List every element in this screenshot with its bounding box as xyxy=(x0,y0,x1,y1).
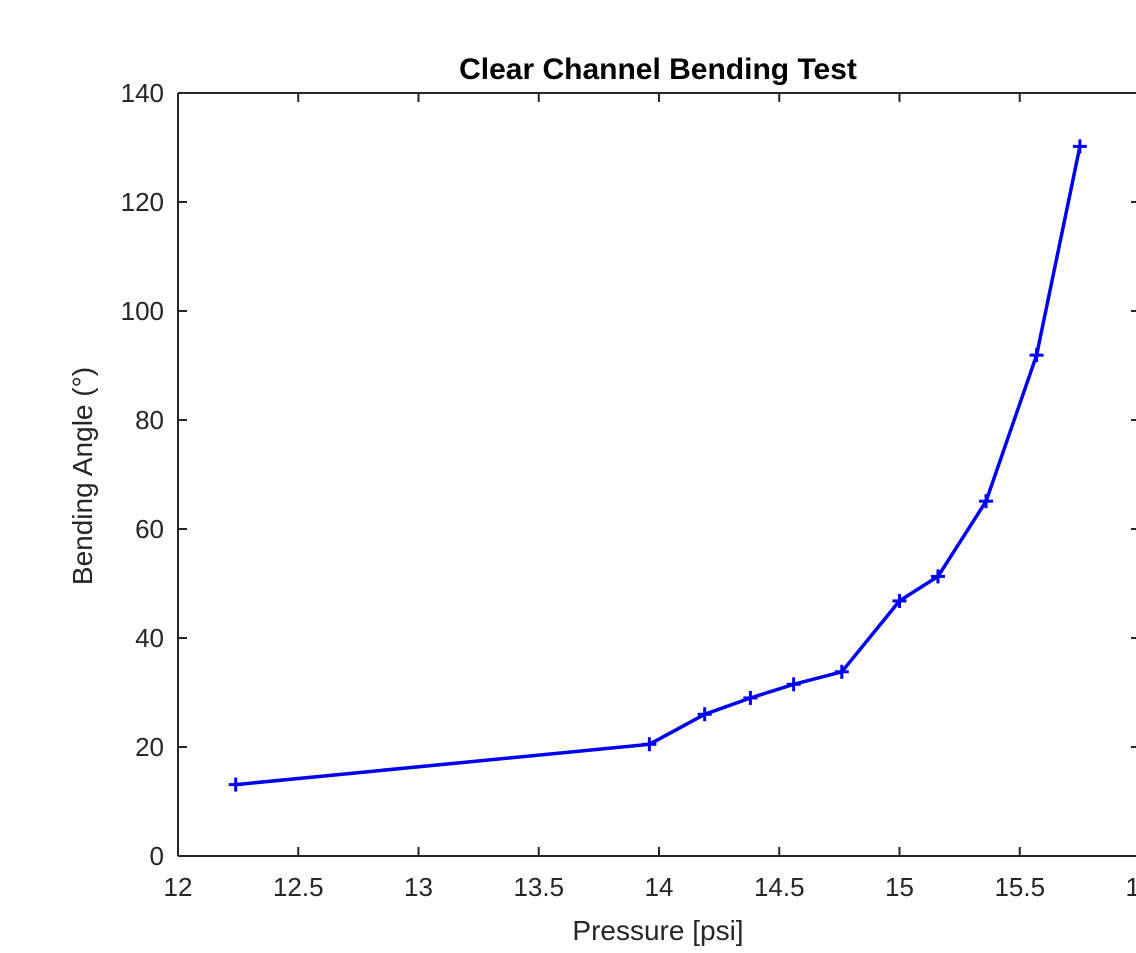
data-point-marker xyxy=(642,737,657,752)
y-tick-label: 0 xyxy=(150,841,164,871)
x-tick-label: 13.5 xyxy=(513,872,564,902)
data-point-marker xyxy=(1029,348,1044,363)
y-tick-label: 60 xyxy=(135,514,164,544)
data-point-marker xyxy=(892,593,907,608)
data-point-marker xyxy=(834,664,849,679)
series-line xyxy=(235,146,1082,787)
y-axis-label: Bending Angle (°) xyxy=(67,367,98,585)
x-tick-label: 15.5 xyxy=(994,872,1045,902)
x-tick-label: 13 xyxy=(404,872,433,902)
chart-title: Clear Channel Bending Test xyxy=(459,53,857,86)
y-tick-label: 40 xyxy=(135,623,164,653)
y-tick-label: 120 xyxy=(121,187,164,217)
x-tick-label: 16 xyxy=(1126,872,1136,902)
y-tick-label: 100 xyxy=(121,296,164,326)
y-tick-label: 80 xyxy=(135,405,164,435)
x-tick-label: 15 xyxy=(885,872,914,902)
x-tick-label: 14 xyxy=(645,872,674,902)
series xyxy=(228,139,1087,792)
x-tick-label: 14.5 xyxy=(754,872,805,902)
y-tick-label: 20 xyxy=(135,732,164,762)
x-tick-label: 12 xyxy=(164,872,193,902)
data-point-marker xyxy=(697,707,712,722)
data-point-marker xyxy=(786,677,801,692)
x-axis-label: Pressure [psi] xyxy=(572,915,743,946)
data-point-marker xyxy=(228,777,243,792)
x-tick-label: 12.5 xyxy=(273,872,324,902)
data-point-marker xyxy=(1072,139,1087,154)
ticks: 12 12.5 13 13.5 14 14.5 15 15.5 16 0 20 40 60 80 100 12… xyxy=(121,78,1136,902)
y-tick-label: 140 xyxy=(121,78,164,108)
data-point-marker xyxy=(930,569,945,584)
data-point-marker xyxy=(743,690,758,705)
data-point-marker xyxy=(979,494,994,509)
